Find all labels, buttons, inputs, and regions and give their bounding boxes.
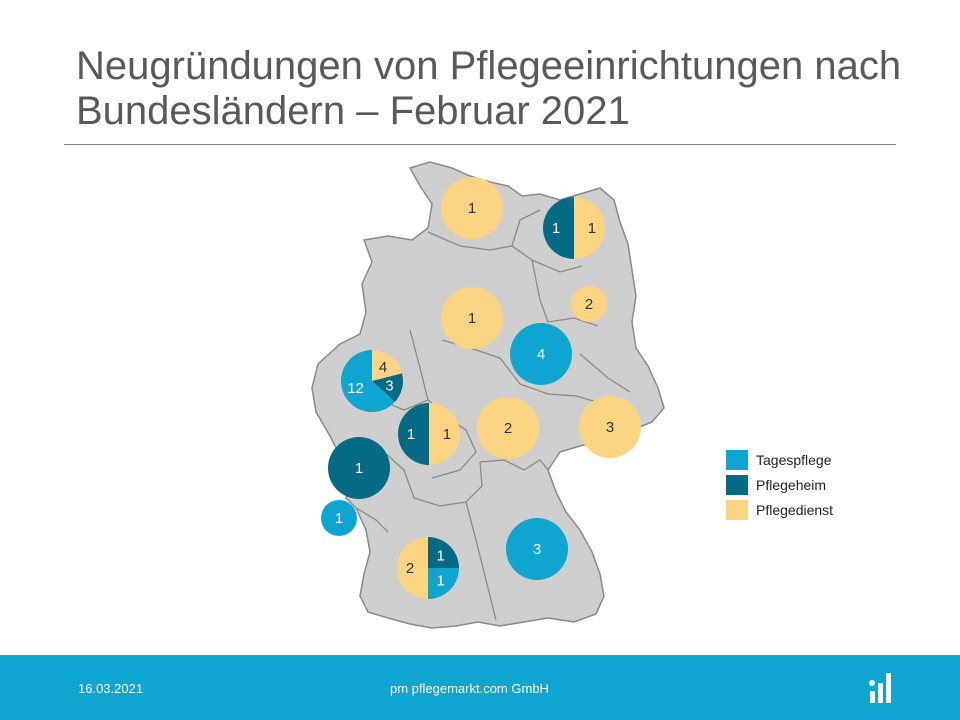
pie-value-pflegedienst: 2	[585, 296, 593, 313]
germany-shape	[311, 161, 665, 629]
page-title: Neugründungen von Pflegeeinrichtungen na…	[76, 44, 902, 133]
legend: Tagespflege Pflegeheim Pflegedienst	[726, 447, 833, 522]
pie-slice-pflegedienst	[477, 397, 539, 459]
legend-label-pflegedienst: Pflegedienst	[756, 501, 834, 518]
pie-brandenburg: 2	[571, 286, 607, 322]
legend-item-pflegeheim: Pflegeheim	[726, 472, 833, 497]
pie-slice-pflegedienst	[397, 537, 428, 599]
pie-value-pflegedienst: 1	[468, 200, 476, 217]
pie-saarland: 1	[321, 500, 357, 536]
pie-niedersachsen: 1	[441, 287, 503, 349]
pie-slice-pflegeheim	[428, 537, 459, 568]
pie-hessen: 11	[398, 403, 460, 465]
pie-slice-pflegedienst	[429, 403, 460, 465]
pie-value-tagespflege: 1	[335, 510, 343, 527]
pie-value-tagespflege: 3	[533, 541, 541, 558]
pie-slice-pflegeheim	[328, 437, 390, 499]
pie-value-tagespflege: 4	[537, 346, 545, 363]
pie-baden-w-rttemberg: 1 1 2	[397, 537, 459, 599]
pie-value-pflegeheim: 1	[552, 220, 560, 237]
pie-nordrhein-westfalen: 43 12	[340, 350, 403, 412]
pie-sachsen-anhalt: 4	[510, 323, 572, 385]
pie-value-pflegeheim: 1	[355, 460, 363, 477]
pie-rheinland-pfalz: 1	[328, 437, 390, 499]
pie-slice-pflegedienst	[571, 286, 607, 322]
pie-slice-tagespflege	[321, 500, 357, 536]
pie-value-pflegedienst: 1	[443, 426, 451, 443]
legend-label-tagespflege: Tagespflege	[756, 451, 832, 468]
pie-value-pflegeheim: 3	[385, 377, 393, 394]
pie-slice-pflegeheim	[398, 403, 429, 465]
footer-bar: 16.03.2021 pm pflegemarkt.com GmbH	[0, 655, 960, 720]
pie-value-tagespflege: 1	[437, 573, 445, 590]
pie-slice-pflegedienst	[574, 197, 605, 259]
pflegemarkt-logo-icon	[869, 673, 891, 703]
legend-swatch-tagespflege	[726, 449, 748, 470]
pie-slice-pflegedienst	[441, 287, 503, 349]
germany-outline	[311, 161, 665, 629]
legend-item-tagespflege: Tagespflege	[726, 447, 833, 472]
pie-value-pflegeheim: 1	[407, 426, 415, 443]
pie-slice-pflegeheim	[372, 373, 403, 402]
pie-value-pflegedienst: 1	[468, 310, 476, 327]
pie-sachsen: 3	[579, 396, 641, 458]
pie-value-pflegedienst: 2	[406, 560, 414, 577]
state-borders	[355, 209, 631, 621]
pie-slice-tagespflege	[510, 323, 572, 385]
pie-value-pflegeheim: 1	[437, 547, 445, 564]
pie-bayern: 3	[506, 518, 568, 580]
footer-date: 16.03.2021	[78, 681, 144, 696]
pie-value-tagespflege: 12	[347, 380, 364, 397]
pie-slice-tagespflege	[340, 350, 395, 412]
pie-value-pflegedienst: 3	[606, 419, 614, 436]
pie-value-pflegedienst: 1	[588, 220, 596, 237]
pie-slice-tagespflege	[428, 568, 459, 599]
legend-swatch-pflegeheim	[726, 474, 748, 495]
footer-company: pm pflegemarkt.com GmbH	[390, 681, 549, 696]
legend-label-pflegeheim: Pflegeheim	[756, 476, 827, 493]
pie-slice-pflegedienst	[441, 177, 503, 239]
pie-value-pflegedienst: 4	[379, 359, 387, 376]
legend-item-pflegedienst: Pflegedienst	[726, 497, 833, 522]
legend-swatch-pflegedienst	[726, 499, 748, 520]
pie-slice-pflegedienst	[372, 350, 403, 381]
pie-th-ringen: 2	[477, 397, 539, 459]
pie-value-pflegedienst: 2	[504, 420, 512, 437]
pie-schleswig-holstein: 1	[441, 177, 503, 239]
pie-mecklenburg-vorpommern: 11	[543, 197, 605, 259]
pie-slice-tagespflege	[506, 518, 568, 580]
pie-slice-pflegedienst	[579, 396, 641, 458]
title-divider	[64, 144, 896, 145]
pie-slice-pflegeheim	[543, 197, 574, 259]
